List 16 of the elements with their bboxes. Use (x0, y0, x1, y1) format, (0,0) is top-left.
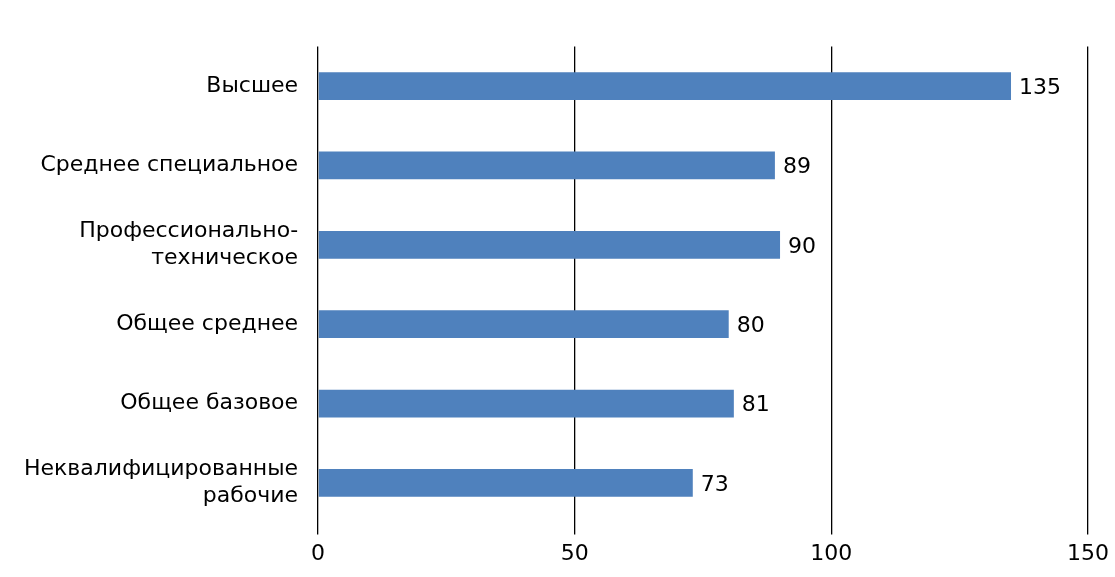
x-tick-label: 150 (1067, 539, 1109, 565)
x-tick-label: 100 (810, 539, 853, 565)
data-label: 89 (782, 153, 811, 179)
data-label: 73 (700, 470, 729, 496)
data-label: 90 (788, 232, 817, 258)
data-label: 81 (741, 391, 770, 417)
y-tick-label: Высшее (206, 71, 299, 97)
x-tick-label: 0 (311, 539, 326, 565)
data-label: 80 (736, 311, 765, 337)
y-tick-label: Профессионально-техническое (79, 217, 299, 269)
y-tick-label: Неквалифицированные рабочие (23, 455, 299, 507)
y-tick-label: Общее базовое (120, 389, 299, 415)
y-tick-label: Общее среднее (116, 309, 299, 335)
x-tick-label: 50 (560, 539, 589, 565)
data-label: 135 (1019, 73, 1062, 99)
y-tick-label: Среднее специальное (40, 151, 299, 177)
